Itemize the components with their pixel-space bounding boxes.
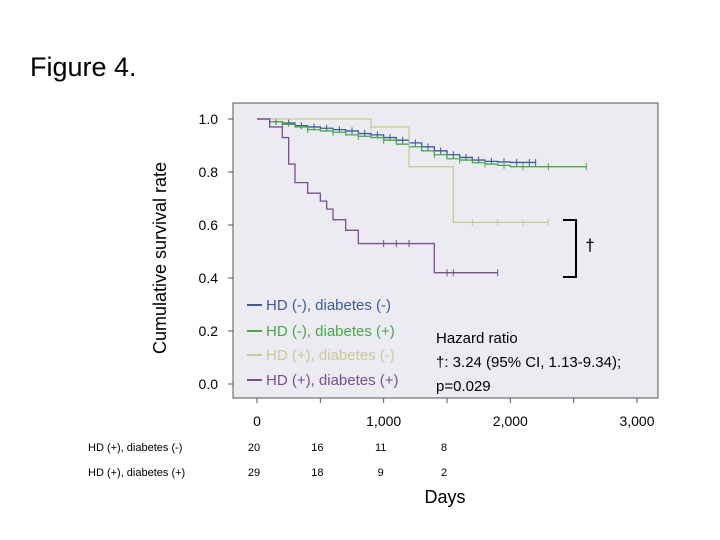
risk-value: 11 <box>375 442 386 454</box>
x-tick-label: 1,000 <box>366 413 401 429</box>
risk-value: 2 <box>441 467 447 479</box>
hazard-ratio-p: p=0.029 <box>436 378 491 395</box>
risk-value: 9 <box>378 467 384 479</box>
y-axis-title: Cumulative survival rate <box>150 162 170 354</box>
survival-curve <box>257 118 536 164</box>
risk-value: 16 <box>311 442 323 454</box>
y-axis: 0.0 0.2 0.4 0.6 0.8 1.0 <box>199 111 233 392</box>
legend-label: HD (+), diabetes (-) <box>266 347 395 364</box>
bracket-dagger: † <box>586 235 594 254</box>
series-3 <box>257 118 549 226</box>
risk-value: 29 <box>248 467 260 479</box>
x-tick-label: 0 <box>253 413 261 429</box>
x-tick-label: 3,000 <box>619 413 654 429</box>
plot-area <box>232 102 659 399</box>
y-tick-label: 0.6 <box>199 217 219 233</box>
figure-title: Figure 4. <box>30 52 137 82</box>
hazard-ratio-ci: : 3.24 (95% CI, 1.13-9.34); <box>444 354 621 371</box>
hazard-ratio-title: Hazard ratio <box>436 330 518 347</box>
risk-value: 18 <box>311 467 323 479</box>
x-axis-title: Days <box>424 487 465 507</box>
hazard-ratio-marker: † <box>436 354 444 371</box>
y-tick-label: 0.2 <box>199 323 219 339</box>
y-tick-label: 0.4 <box>199 270 219 286</box>
numbers-at-risk: HD (+), diabetes (-) 20 16 11 8 HD (+), diabe… <box>88 442 447 479</box>
legend-label: HD (-), diabetes (-) <box>266 297 391 314</box>
x-tick-label: 2,000 <box>493 413 528 429</box>
legend-label: HD (-), diabetes (+) <box>266 323 395 340</box>
legend: HD (-), diabetes (-) HD (-), diabetes (+)… <box>247 297 399 389</box>
legend-label: HD (+), diabetes (+) <box>266 372 399 389</box>
y-tick-label: 1.0 <box>199 111 219 127</box>
risk-row-label: HD (+), diabetes (+) <box>88 467 185 479</box>
survival-curve <box>257 118 498 274</box>
risk-value: 20 <box>248 442 260 454</box>
risk-row-label: HD (+), diabetes (-) <box>88 442 182 454</box>
y-tick-label: 0.8 <box>199 164 219 180</box>
series-1 <box>257 118 537 166</box>
x-axis: 0 1,000 2,000 3,000 <box>253 398 655 429</box>
risk-value: 8 <box>441 442 447 454</box>
y-tick-label: 0.0 <box>199 376 219 392</box>
hazard-ratio-value: †: 3.24 (95% CI, 1.13-9.34); <box>436 354 621 371</box>
hazard-ratio-annotation: Hazard ratio †: 3.24 (95% CI, 1.13-9.34);… <box>436 330 621 395</box>
bracket-line <box>563 219 577 278</box>
series-4 <box>257 118 499 277</box>
significance-bracket: † <box>563 219 594 278</box>
survival-curve <box>257 118 549 223</box>
